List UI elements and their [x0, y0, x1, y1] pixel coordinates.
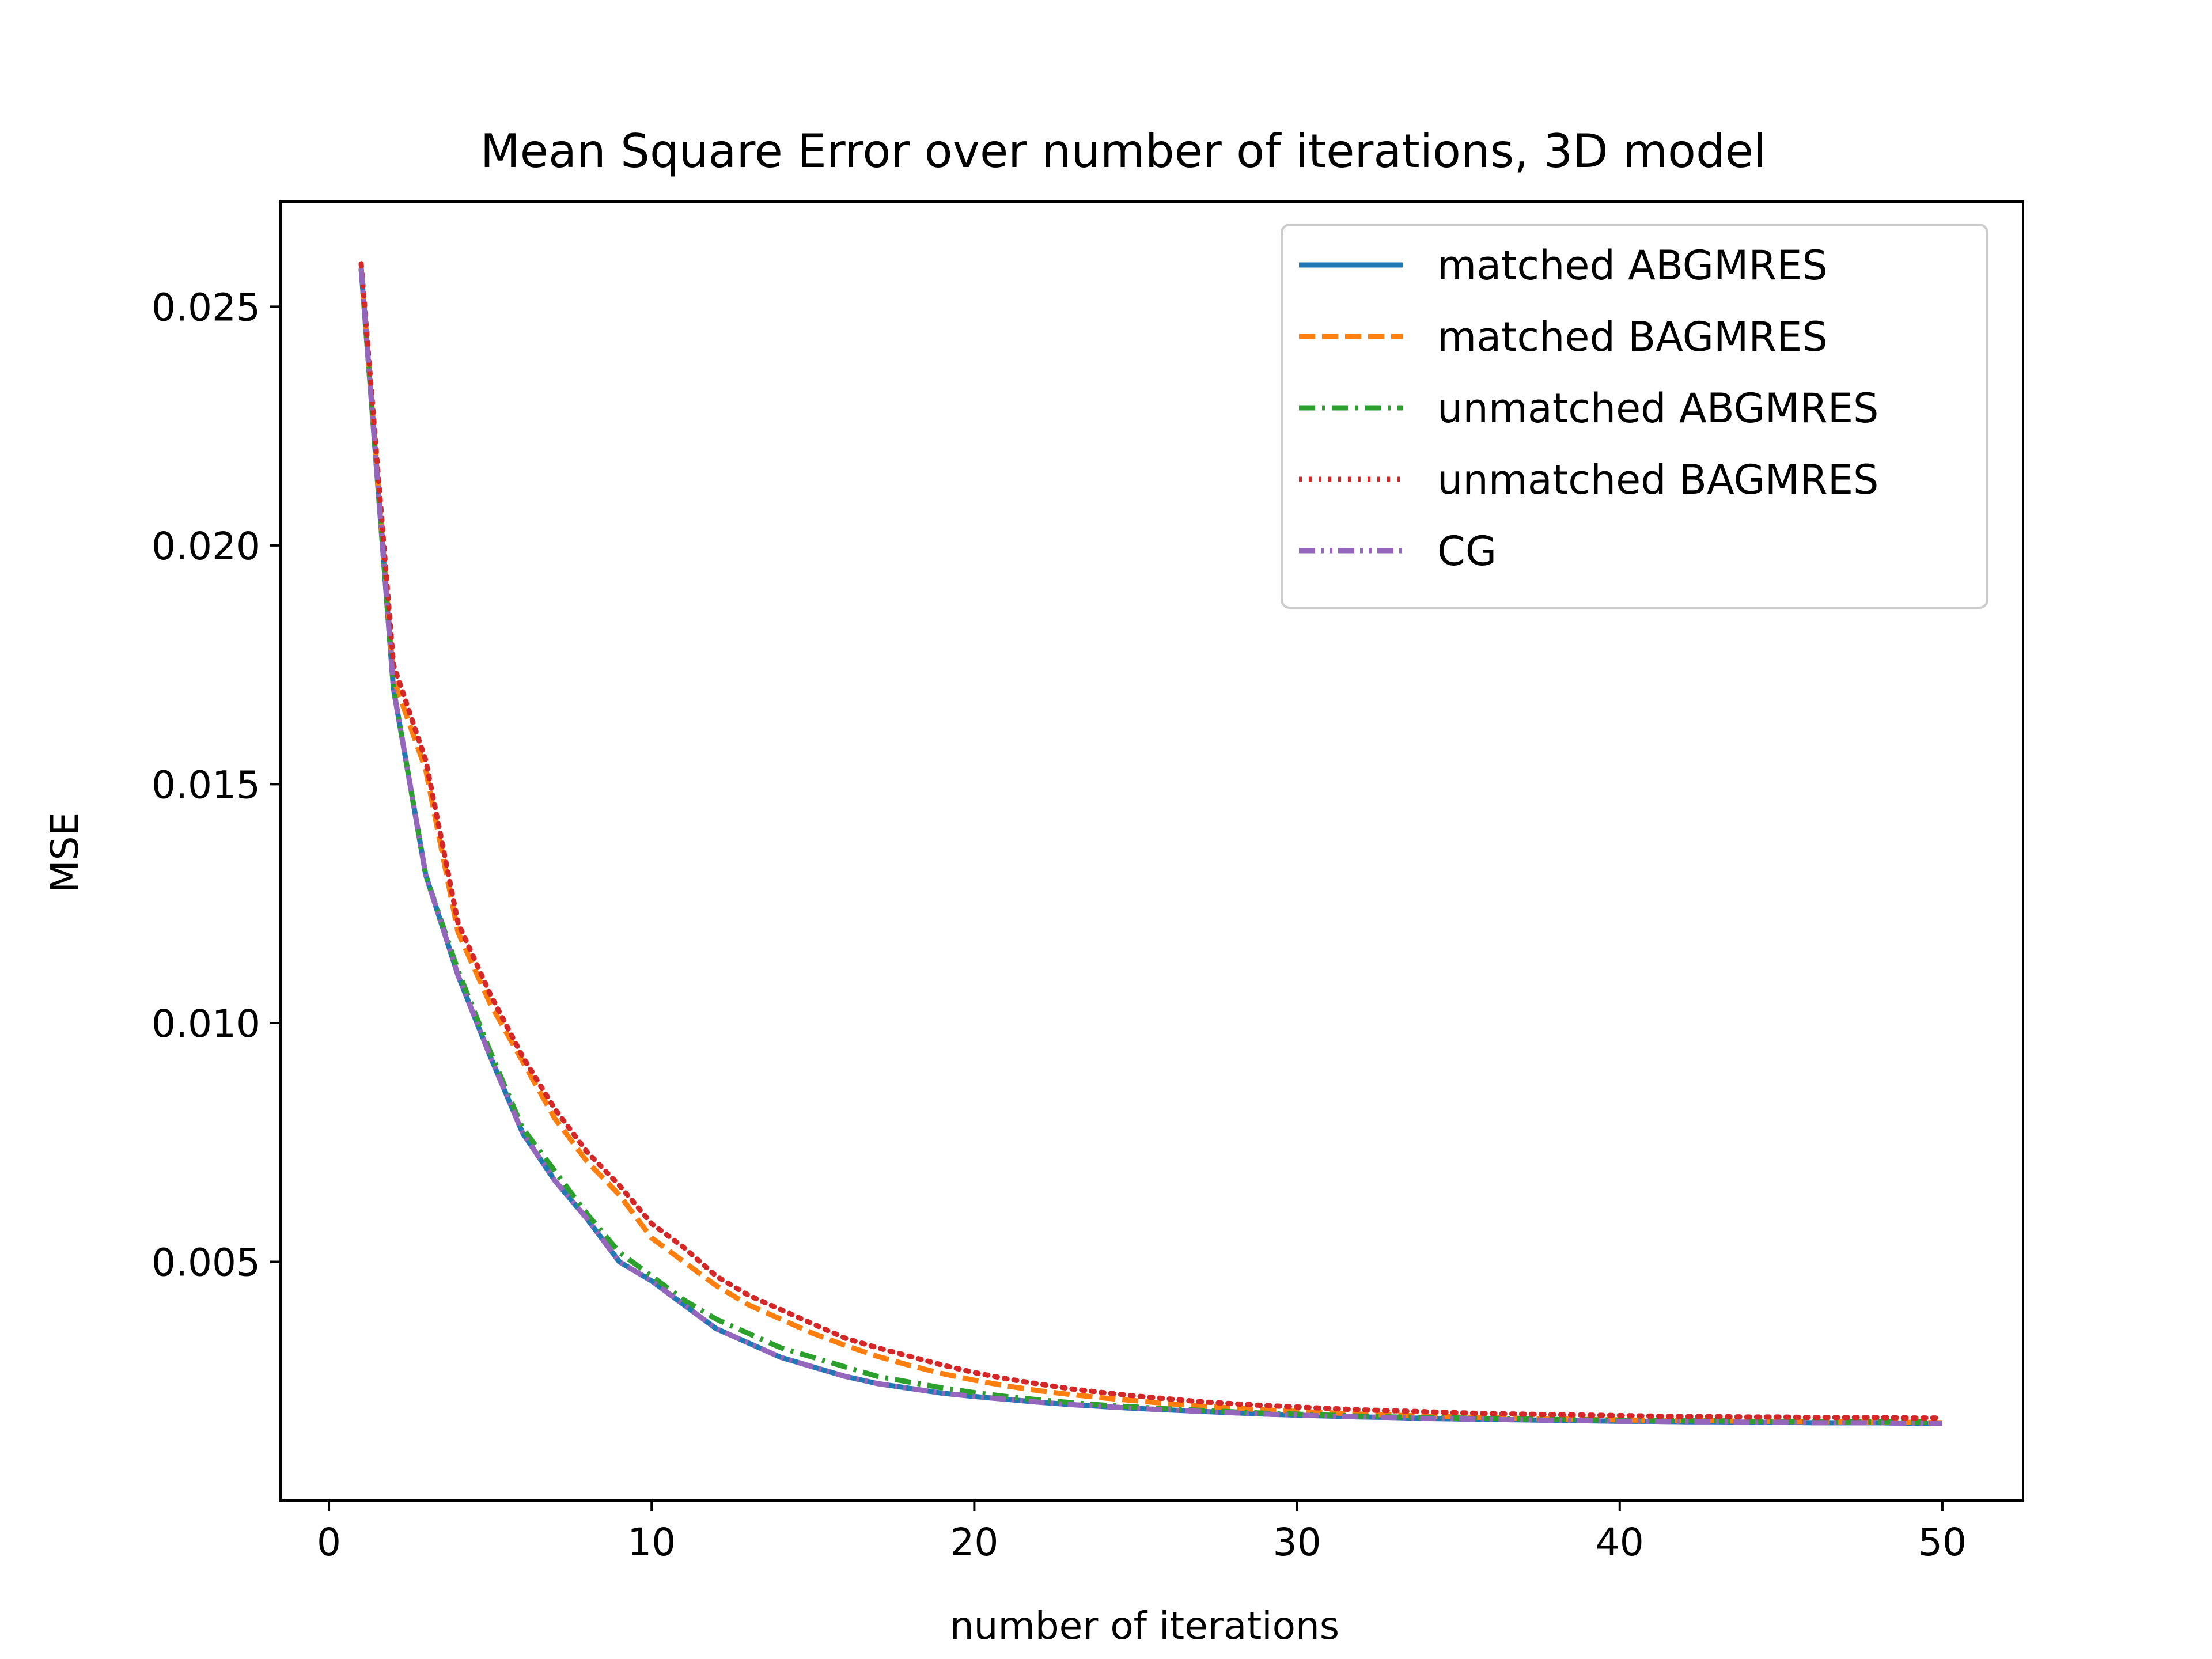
- y-tick-label: 0.015: [151, 763, 260, 807]
- plot-frame: [279, 200, 2024, 1502]
- x-tick-label: 50: [1918, 1520, 1967, 1565]
- y-tick-label: 0.020: [151, 524, 260, 569]
- legend-entry: unmatched ABGMRES: [1437, 385, 1878, 432]
- series-line-3: [358, 261, 1945, 1421]
- x-tick-label: 10: [627, 1520, 676, 1565]
- plot-lines: [358, 261, 1945, 1426]
- legend-entry: CG: [1437, 528, 1497, 575]
- x-tick-label: 30: [1273, 1520, 1321, 1565]
- y-axis-label: MSE: [43, 812, 87, 893]
- legend-entry: unmatched BAGMRES: [1437, 456, 1878, 503]
- x-tick-label: 0: [317, 1520, 341, 1565]
- legend-entry: matched ABGMRES: [1437, 242, 1828, 289]
- x-axis-ticks: 0 10 20 30 40 50: [317, 1501, 1967, 1565]
- y-tick-label: 0.025: [151, 285, 260, 329]
- y-tick-label: 0.010: [151, 1002, 260, 1046]
- x-tick-label: 20: [950, 1520, 998, 1565]
- x-tick-label: 40: [1596, 1520, 1644, 1565]
- legend-entry: matched BAGMRES: [1437, 313, 1828, 361]
- chart-title: Mean Square Error over number of iterati…: [480, 124, 1766, 178]
- legend-frame: [1281, 224, 1988, 609]
- series-line-4: [358, 268, 1942, 1426]
- y-tick-label: 0.005: [151, 1240, 260, 1285]
- x-axis-label: number of iterations: [950, 1604, 1339, 1648]
- legend: matched ABGMRES matched BAGMRES unmatched …: [1281, 224, 1988, 609]
- y-axis-ticks: 0.005 0.010 0.015 0.020 0.025: [151, 285, 281, 1285]
